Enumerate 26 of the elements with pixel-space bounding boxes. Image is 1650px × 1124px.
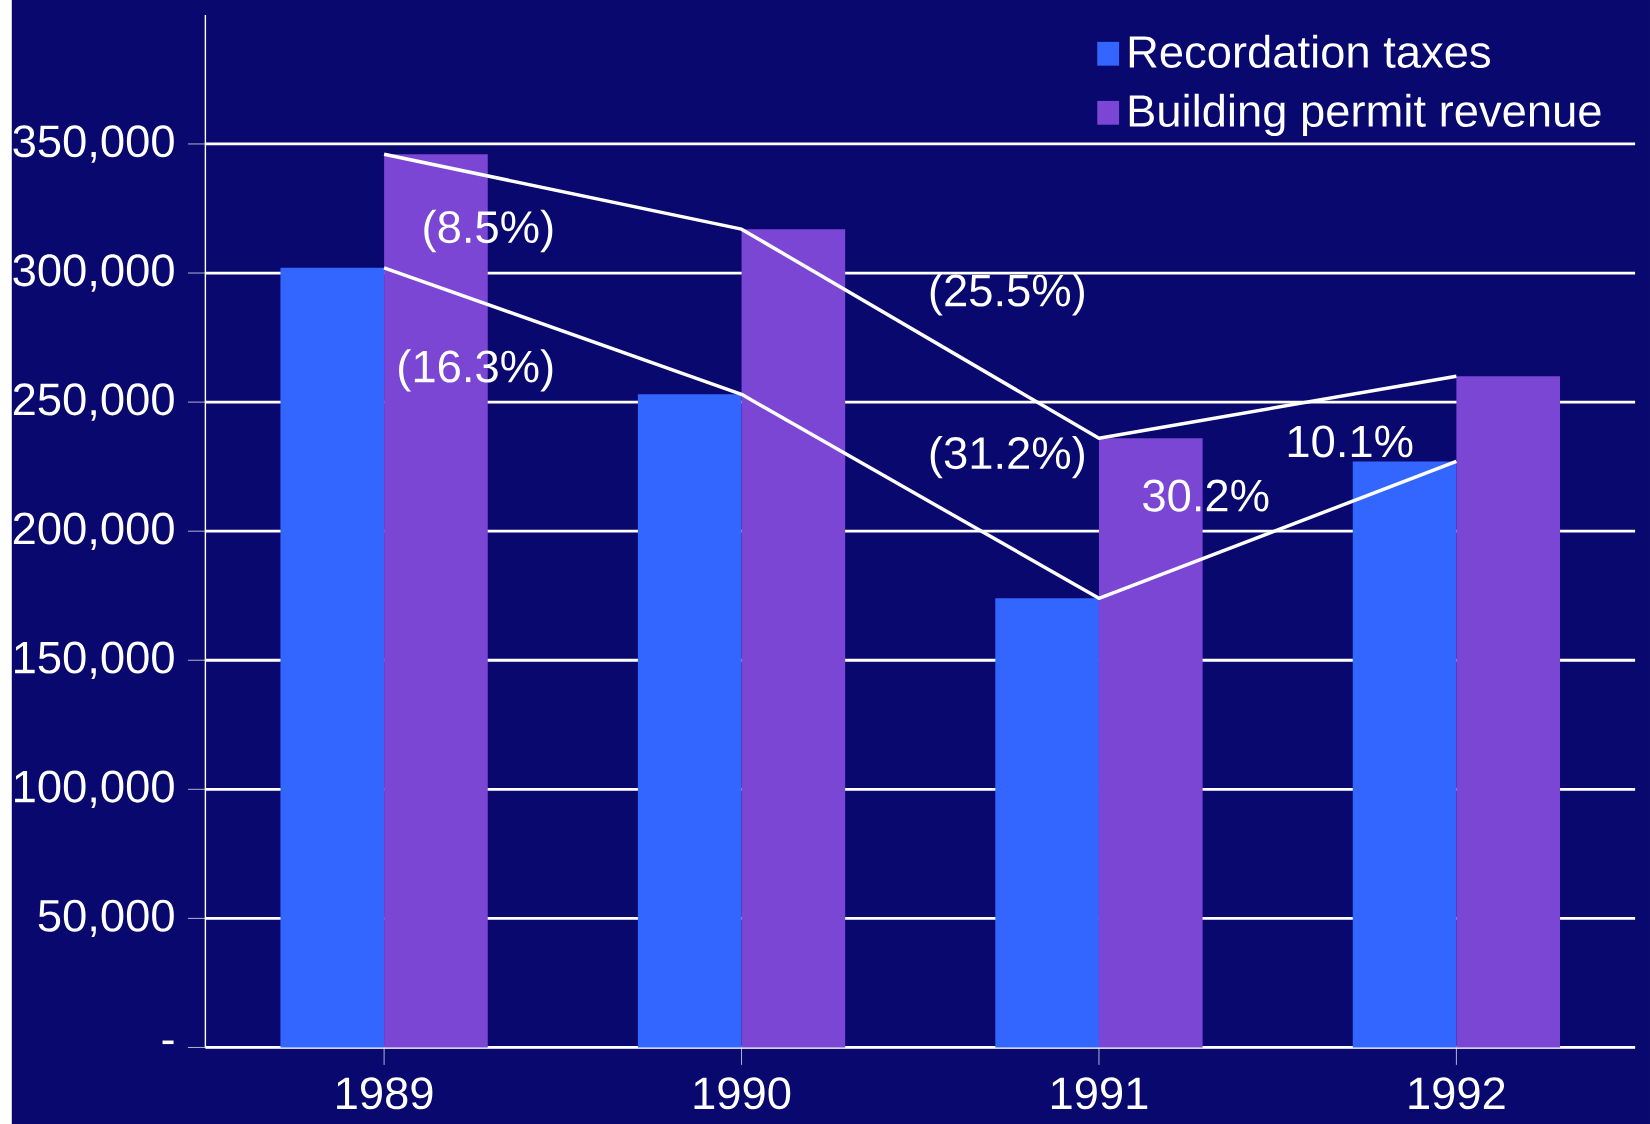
y-tick-label: 100,000 (15, 770, 174, 809)
x-tick-label: 1989 (337, 1077, 433, 1110)
x-tick-label: 1990 (694, 1077, 791, 1110)
legend-label: Building permit revenue (1129, 93, 1601, 137)
bar (995, 598, 1099, 1048)
bar (280, 267, 385, 1048)
annotation: (31.2%) (930, 435, 1084, 479)
x-tick-label: 1992 (1409, 1077, 1505, 1110)
y-tick-label: - (162, 1040, 174, 1045)
y-tick-label: 250,000 (13, 383, 174, 421)
line-series (382, 266, 1459, 601)
y-tick-label: 350,000 (13, 125, 174, 163)
annotation: 10.1% (1288, 425, 1413, 458)
y-tick-label: 300,000 (13, 254, 174, 292)
annotation: (25.5%) (930, 273, 1084, 316)
y-tick-label: 150,000 (15, 641, 174, 680)
y-tick-label: 50,000 (38, 899, 174, 938)
bar (1456, 376, 1561, 1048)
bar (1352, 461, 1457, 1048)
bar (637, 394, 742, 1048)
annotation: (8.5%) (424, 209, 553, 253)
x-tick-label: 1991 (1051, 1077, 1148, 1110)
annotation: 30.2% (1143, 479, 1269, 512)
bar (741, 229, 846, 1048)
y-tick-label: 200,000 (13, 512, 174, 550)
legend-label: Recordation taxes (1129, 34, 1491, 69)
